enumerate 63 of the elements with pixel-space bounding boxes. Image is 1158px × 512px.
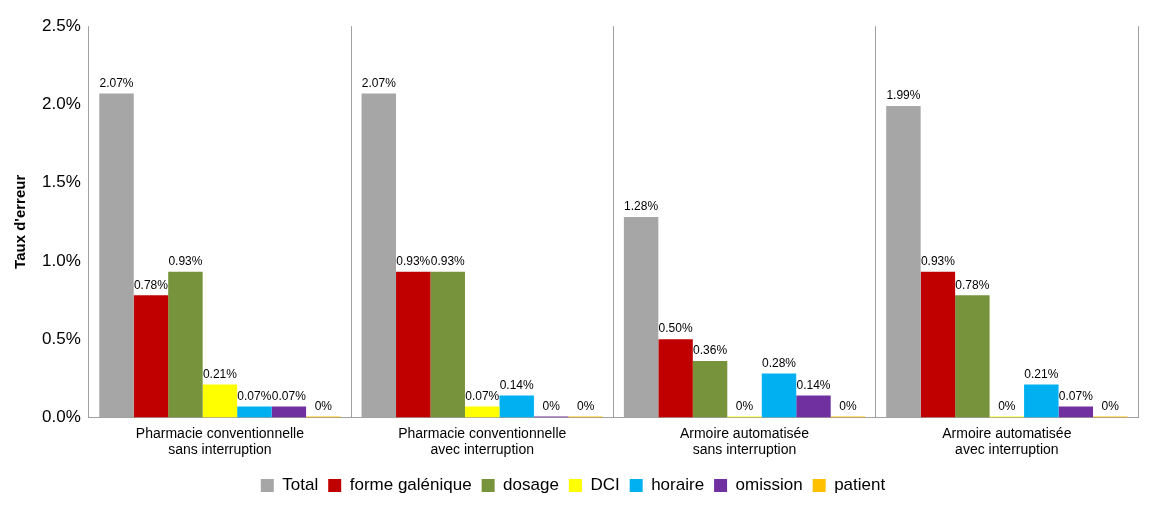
x-tick-label: Pharmacie conventionnelle avec interruption bbox=[398, 424, 567, 458]
bar bbox=[796, 395, 831, 418]
data-label: 0% bbox=[576, 398, 595, 413]
bar bbox=[464, 406, 500, 418]
legend-label: Total bbox=[282, 475, 319, 495]
data-label: 0% bbox=[314, 398, 333, 413]
x-tick-label: Pharmacie conventionnelle sans interruption bbox=[135, 424, 305, 458]
bar bbox=[168, 271, 203, 418]
bar bbox=[1058, 406, 1094, 418]
bar bbox=[237, 406, 272, 418]
legend-label: DCI bbox=[590, 475, 620, 495]
legend-label: forme galénique bbox=[349, 475, 472, 495]
data-label: 0% bbox=[839, 398, 857, 413]
data-label: 0.14% bbox=[499, 377, 535, 392]
data-label: 2.07% bbox=[361, 75, 397, 90]
data-label: 0% bbox=[735, 398, 754, 413]
data-label: 0.93% bbox=[396, 254, 431, 269]
y-tick-label: 0.0% bbox=[42, 407, 81, 427]
bar bbox=[499, 395, 534, 418]
data-label: 0.93% bbox=[168, 254, 203, 269]
y-tick-label: 2.0% bbox=[42, 94, 81, 114]
data-label: 0.07% bbox=[271, 388, 307, 403]
data-label: 0.07% bbox=[237, 388, 272, 403]
data-label: 0.93% bbox=[920, 254, 956, 269]
legend-label: horaire bbox=[651, 475, 705, 495]
x-tick-label: Armoire automatisée avec interruption bbox=[942, 424, 1072, 458]
data-label: 0.36% bbox=[693, 343, 728, 358]
data-label: 0.21% bbox=[202, 366, 238, 381]
bar bbox=[658, 339, 693, 418]
x-tick-label: Armoire automatisée sans interruption bbox=[679, 424, 810, 458]
data-label: 0.07% bbox=[465, 388, 500, 403]
bar bbox=[955, 295, 990, 418]
data-label: 0.28% bbox=[761, 355, 797, 370]
bar bbox=[920, 271, 956, 418]
y-tick-label: 1.5% bbox=[42, 172, 81, 192]
bar bbox=[271, 406, 307, 418]
data-label: 0.93% bbox=[430, 254, 466, 269]
bar bbox=[1024, 384, 1059, 418]
data-label: 0.78% bbox=[133, 277, 169, 292]
data-label: 0.07% bbox=[1058, 388, 1094, 403]
y-tick-label: 2.5% bbox=[42, 15, 81, 35]
data-label: 1.99% bbox=[886, 88, 921, 103]
bar bbox=[133, 295, 169, 418]
bar bbox=[761, 373, 797, 418]
y-tick-label: 1.0% bbox=[42, 250, 81, 270]
data-label: 0.78% bbox=[955, 277, 990, 292]
bar bbox=[430, 271, 465, 418]
legend-label: dosage bbox=[503, 475, 559, 495]
bar bbox=[396, 271, 431, 418]
y-axis-title: Taux d'erreur bbox=[11, 174, 29, 269]
data-label: 0% bbox=[1101, 398, 1120, 413]
data-label: 0.50% bbox=[658, 321, 693, 336]
data-label: 0% bbox=[998, 398, 1016, 413]
y-tick-label: 0.5% bbox=[42, 328, 81, 348]
bar bbox=[202, 384, 238, 418]
legend-label: patient bbox=[834, 475, 886, 495]
data-label: 0.21% bbox=[1024, 366, 1059, 381]
data-label: 2.07% bbox=[99, 75, 134, 90]
data-label: 0% bbox=[542, 398, 561, 413]
data-label: 1.28% bbox=[624, 199, 659, 214]
data-label: 0.14% bbox=[796, 377, 831, 392]
bar bbox=[692, 361, 728, 418]
legend-label: omission bbox=[735, 475, 803, 495]
